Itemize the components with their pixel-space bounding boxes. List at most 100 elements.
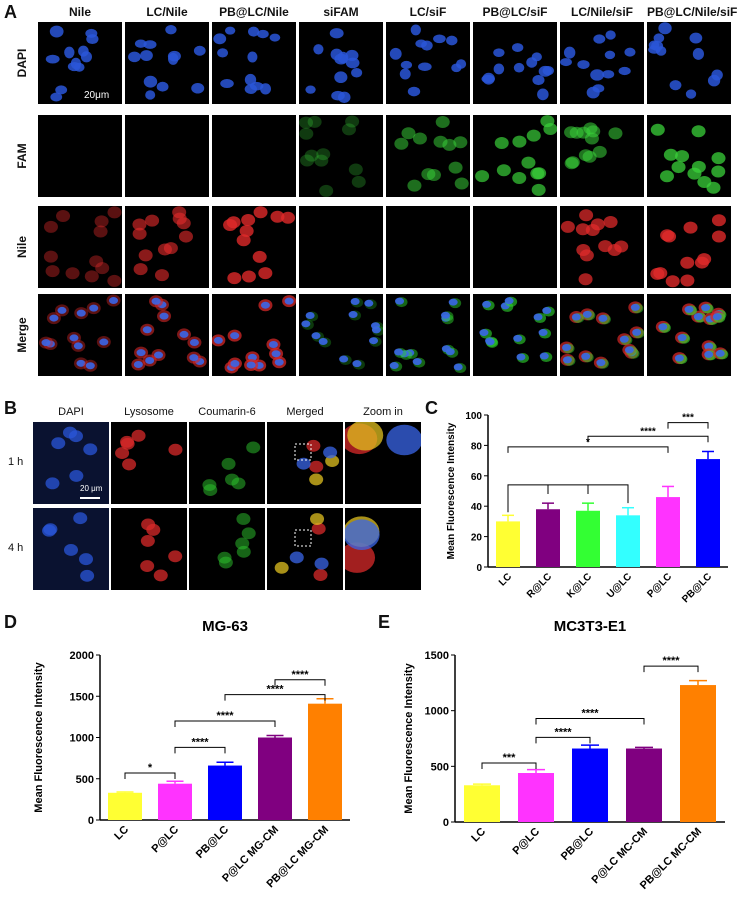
- panel-a-label: A: [4, 2, 17, 22]
- bar: [158, 783, 192, 820]
- panel-c-label: C: [425, 398, 438, 418]
- micrograph-cell: [189, 422, 265, 504]
- y-tick-label: 500: [431, 761, 449, 773]
- panel-b-column-header: Coumarin-6: [198, 406, 256, 418]
- group-bracket: [507, 484, 629, 513]
- chart-title: MG-63: [202, 618, 248, 635]
- micrograph-cell: [38, 22, 122, 104]
- chart-e: MC3T3-E1 0 500 1000 1500 Mean Fluorescence In…: [403, 618, 725, 892]
- micrograph-cell: [125, 294, 209, 376]
- significance-bracket: [174, 720, 276, 727]
- significance-bracket: [124, 772, 176, 779]
- panel-b-column-header: DAPI: [58, 406, 84, 418]
- y-tick-label: 60: [471, 472, 483, 483]
- micrograph-cell: [111, 422, 187, 504]
- panel-b-scale-label: 20 μm: [80, 484, 103, 493]
- y-tick-label: 20: [471, 533, 483, 544]
- significance-bracket: [274, 679, 326, 686]
- x-tick-label: LC: [497, 571, 514, 588]
- bar: [572, 748, 608, 822]
- micrograph-cell: [267, 508, 343, 590]
- micrograph-cell: [212, 206, 296, 288]
- panel-a-row-label: DAPI: [15, 48, 29, 78]
- micrograph-cell: [560, 115, 644, 197]
- significance-bracket: [507, 446, 669, 453]
- micrograph-cell: [33, 422, 109, 504]
- micrograph-cell: [189, 508, 265, 590]
- x-tick-label: P@LC: [645, 571, 674, 600]
- micrograph-cell: [647, 206, 731, 288]
- significance-bracket: [174, 746, 226, 754]
- significance-label: ****: [291, 669, 309, 681]
- x-tick-label: P@LC MC-CM: [590, 826, 651, 887]
- bar: [496, 521, 520, 567]
- y-tick-label: 1000: [70, 733, 94, 745]
- x-tick-label: LC: [469, 826, 488, 845]
- micrograph-cell: [386, 115, 470, 197]
- x-tick-label: P@LC: [149, 824, 181, 856]
- x-tick-label: K@LC: [565, 571, 594, 600]
- y-tick-label: 2000: [70, 650, 94, 662]
- significance-bracket: [481, 762, 537, 769]
- micrograph-cell: [560, 206, 644, 288]
- y-tick-label: 80: [471, 441, 483, 452]
- significance-label: ****: [266, 684, 284, 696]
- micrograph-cell: [125, 206, 209, 288]
- panel-a-row-label: Nile: [15, 236, 29, 259]
- y-tick-label: 1500: [425, 650, 449, 662]
- significance-bracket: [535, 717, 645, 725]
- panel-b-column-header: Zoom in: [363, 406, 403, 418]
- y-tick-label: 1500: [70, 691, 94, 703]
- micrograph-cell: [38, 115, 122, 197]
- panel-a-column-header: LC/siF: [409, 5, 447, 19]
- chart-d: MG-63 0 500 1000 1500 2000 Mean Fluorescence I…: [33, 618, 350, 890]
- micrograph-cell: [473, 22, 557, 104]
- micrograph-cell: [386, 206, 470, 288]
- micrograph-cell: [212, 22, 296, 104]
- micrograph-cell: [345, 422, 421, 504]
- micrograph-cell: [38, 294, 122, 376]
- significance-label: *: [586, 437, 590, 448]
- y-tick-label: 0: [88, 815, 94, 827]
- micrograph-cell: [299, 22, 383, 104]
- panel-a-scale-bar: [86, 105, 110, 108]
- y-tick-label: 0: [443, 817, 449, 829]
- micrograph-cell: [473, 115, 557, 197]
- significance-bracket: [643, 665, 699, 673]
- y-tick-label: 100: [465, 411, 482, 422]
- x-tick-label: R@LC: [525, 571, 554, 600]
- panel-a-column-header: PB@LC/Nile/siF: [647, 5, 738, 19]
- panel-b-column-header: Merged: [286, 406, 324, 418]
- panel-a-column-header: PB@LC/siF: [482, 5, 548, 19]
- x-tick-label: PB@LC: [559, 826, 596, 863]
- micrograph-cell: [560, 22, 644, 104]
- significance-label: ****: [662, 655, 680, 667]
- significance-label: ****: [640, 426, 656, 437]
- bar: [680, 685, 716, 822]
- panel-b-row-label: 4 h: [8, 542, 24, 554]
- bar: [464, 785, 500, 822]
- significance-bracket: [587, 435, 709, 443]
- micrograph-cell: [386, 22, 470, 104]
- micrograph-cell: [560, 294, 644, 376]
- micrograph-cell: [299, 206, 383, 288]
- significance-label: ****: [191, 736, 209, 748]
- micrograph-cell: [267, 422, 343, 504]
- significance-bracket: [667, 422, 709, 429]
- panel-a-column-header: LC/Nile/siF: [570, 5, 633, 19]
- panel-b-row-label: 1 h: [8, 456, 24, 468]
- panel-a-column-header: PB@LC/Nile: [219, 5, 289, 19]
- micrograph-cell: [212, 115, 296, 197]
- micrograph-cell: [33, 508, 109, 590]
- bar: [656, 497, 680, 567]
- bar: [518, 773, 554, 822]
- bar: [616, 515, 640, 567]
- x-tick-label: U@LC: [605, 571, 634, 600]
- y-axis-label: Mean Fluorescence Intensity: [403, 662, 415, 813]
- micrograph-cell: [386, 294, 470, 376]
- bar: [108, 792, 142, 820]
- panel-b-label: B: [4, 398, 17, 418]
- x-tick-label: PB@LC: [194, 824, 231, 861]
- significance-label: ***: [682, 413, 694, 424]
- x-tick-label: LC: [112, 824, 131, 843]
